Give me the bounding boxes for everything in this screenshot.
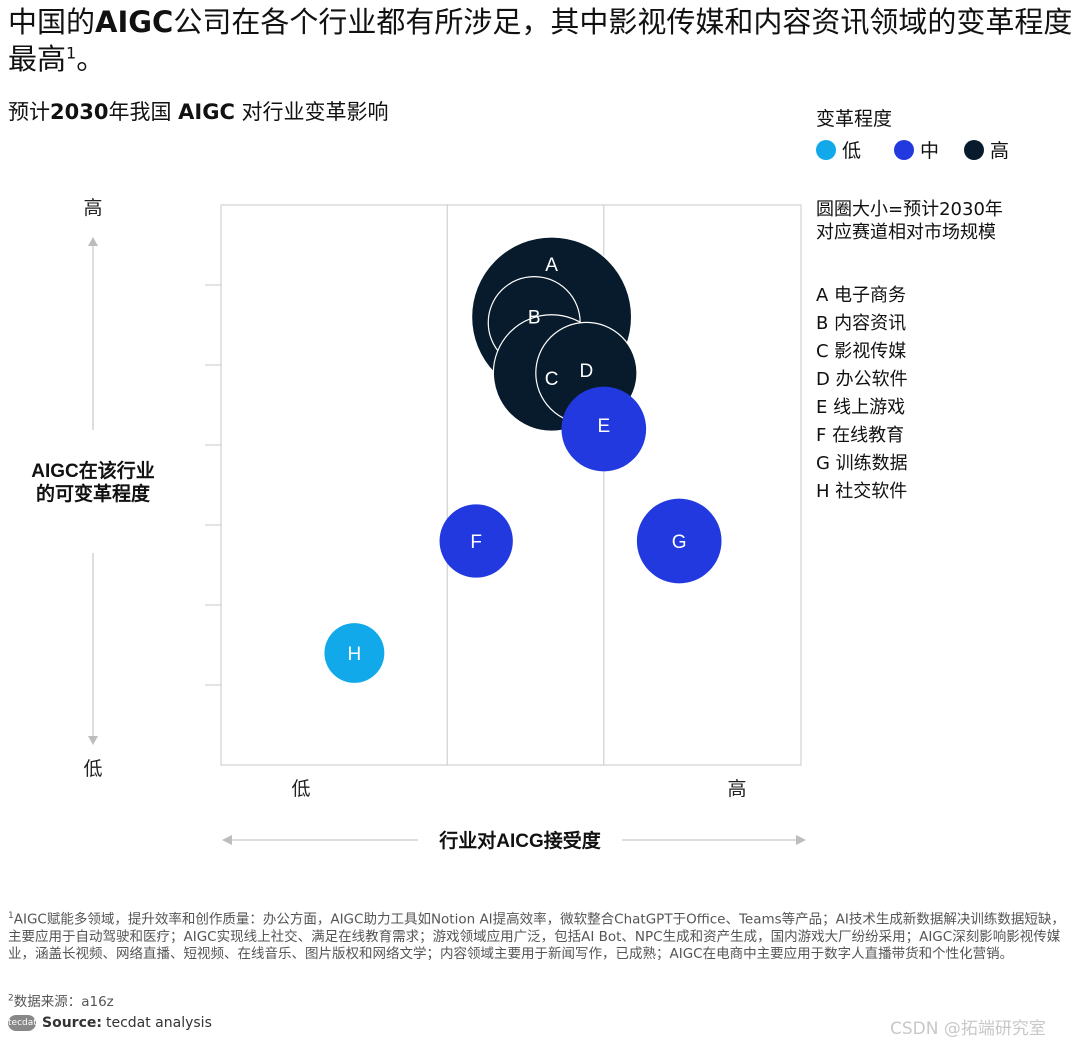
bubble-label-h: H	[348, 644, 362, 665]
subtitle-part-4: 对行业变革影响	[234, 100, 389, 124]
x-axis-arrow-right-icon	[796, 835, 806, 845]
footnote-1-marker: 1	[8, 911, 14, 921]
industry-item-g: G 训练数据	[816, 453, 908, 474]
page-title: 中国的AIGC公司在各个行业都有所涉足，其中影视传媒和内容资讯领域的变革程度最高…	[8, 4, 1073, 78]
title-part-2: 公司在各个行业都有所涉足，其中影视传媒和内容资讯领域的变革程度最高	[8, 5, 1073, 76]
industry-item-h: H 社交软件	[816, 481, 908, 502]
legend-label-low: 低	[842, 140, 862, 162]
bubble-label-e: E	[597, 416, 610, 437]
bubble-label-d: D	[580, 361, 594, 382]
bubbles: A B C D E F G H	[324, 236, 722, 683]
axes	[88, 237, 806, 845]
industry-key-list: A 电子商务 B 内容资讯 C 影视传媒 D 办公软件 E 线上游戏 F 在线教…	[816, 282, 908, 506]
industry-item-c: C 影视传媒	[816, 341, 907, 362]
subtitle-part-1: 2030	[50, 100, 109, 124]
y-tick-label-high: 高	[83, 197, 102, 219]
legend-item-mid: 中	[894, 136, 939, 163]
plot-border	[220, 204, 802, 766]
source-text: tecdat analysis	[105, 1015, 212, 1031]
size-note-line-2: 对应赛道相对市场规模	[816, 222, 996, 243]
industry-item-a: A 电子商务	[816, 285, 907, 306]
legend-label-mid: 中	[920, 140, 940, 162]
title-part-1: AIGC	[95, 5, 174, 39]
legend-dot-high	[964, 139, 984, 160]
bubble-chart: 高 低 AIGC在该行业 的可变革程度 低 高 行业对AICG接受度 A B C D E…	[31, 197, 806, 852]
industry-item-e: E 线上游戏	[816, 397, 906, 418]
bubble-e	[561, 386, 647, 472]
legend-title: 变革程度	[816, 108, 893, 130]
industry-item-d: D 办公软件	[816, 369, 908, 390]
bubble-label-b: B	[528, 308, 541, 329]
source-line: tecdat Source: tecdat analysis	[8, 1015, 212, 1031]
source-label: Source:	[42, 1015, 102, 1031]
y-tick-label-low: 低	[83, 758, 102, 780]
x-tick-label-low: 低	[291, 778, 310, 800]
title-part-0: 中国的	[8, 5, 96, 39]
bubble-label-f: F	[470, 532, 482, 553]
subtitle-part-3: AIGC	[178, 100, 235, 124]
title-footnote-marker: 1	[66, 43, 77, 63]
y-axis-arrow-down-icon	[88, 736, 98, 745]
x-axis-arrow-left-icon	[222, 835, 232, 845]
watermark: CSDN @拓端研究室	[890, 1019, 1046, 1039]
bubble-label-a: A	[545, 255, 558, 276]
bubble-size-note: 圆圈大小=预计2030年 对应赛道相对市场规模	[816, 198, 1003, 244]
industry-item-f: F 在线教育	[816, 425, 905, 446]
chart-subtitle: 预计2030年我国 AIGC 对行业变革影响	[8, 96, 389, 126]
bubble-g	[636, 498, 722, 584]
plot-frame	[205, 204, 802, 766]
legend-dot-low	[816, 139, 836, 160]
size-note-line-1: 圆圈大小=预计2030年	[816, 199, 1003, 220]
tecdat-logo: tecdat	[8, 1015, 37, 1031]
subtitle-part-2: 年我国	[108, 100, 179, 124]
y-axis-label-line-2: 的可变革程度	[36, 482, 151, 505]
footnote-1: 1AIGC赋能多领域，提升效率和创作质量：办公方面，AIGC助力工具如Notio…	[8, 908, 1076, 963]
bubble-h	[324, 623, 385, 683]
y-axis-label-line-1: AIGC在该行业	[31, 459, 155, 482]
bubble-label-c: C	[545, 369, 559, 390]
title-end: 。	[76, 42, 106, 76]
industry-item-b: B 内容资讯	[816, 313, 907, 334]
bubble-label-g: G	[672, 532, 687, 553]
footnote-2: 2数据来源：a16z	[8, 990, 114, 1011]
bubble-f	[439, 504, 513, 578]
legend-dot-mid	[894, 139, 914, 160]
x-axis-label: 行业对AICG接受度	[438, 829, 602, 852]
axis-labels: 高 低 AIGC在该行业 的可变革程度 低 高 行业对AICG接受度	[31, 197, 746, 852]
legend-item-low: 低	[816, 136, 861, 163]
footnote-1-text: AIGC赋能多领域，提升效率和创作质量：办公方面，AIGC助力工具如Notion…	[8, 911, 1065, 962]
subtitle-part-0: 预计	[8, 100, 50, 124]
footnote-2-text: 数据来源：a16z	[13, 994, 114, 1010]
x-tick-label-high: 高	[727, 778, 746, 800]
legend-label-high: 高	[990, 140, 1010, 162]
legend-item-high: 高	[964, 136, 1009, 163]
footnote-2-marker: 2	[8, 993, 14, 1004]
y-axis-arrow-up-icon	[88, 237, 98, 246]
